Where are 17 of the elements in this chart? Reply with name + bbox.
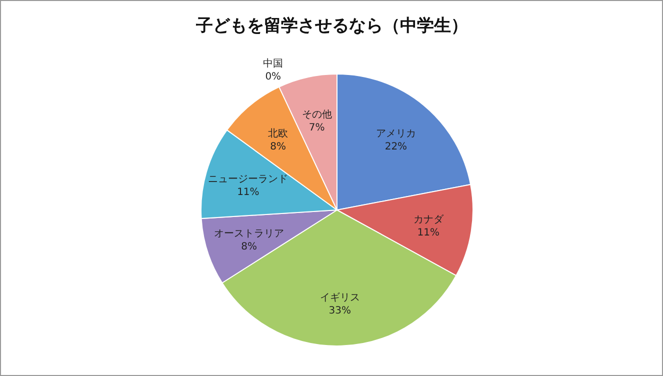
slice-label: オーストラリア xyxy=(214,228,284,240)
slice-label: イギリス xyxy=(320,291,360,304)
data-label: 11% xyxy=(237,187,260,198)
slice-label: カナダ xyxy=(413,213,444,226)
slice-label: 北欧 xyxy=(268,128,288,140)
slice-label: その他 xyxy=(302,108,332,121)
text: 0% xyxy=(265,71,282,82)
data-label: 22% xyxy=(384,142,408,153)
slice-label: アメリカ xyxy=(376,128,416,140)
data-label: 7% xyxy=(308,122,325,134)
data-label: 8% xyxy=(241,242,257,253)
data-label: 33% xyxy=(328,305,352,316)
slice-label: ニュージーランド xyxy=(208,174,288,186)
chart-title: 子どもを留学させるなら（中学生） xyxy=(195,16,468,36)
data-label: 8% xyxy=(270,142,286,153)
category-label: 中国 xyxy=(263,58,284,70)
data-label: 11% xyxy=(417,227,440,238)
